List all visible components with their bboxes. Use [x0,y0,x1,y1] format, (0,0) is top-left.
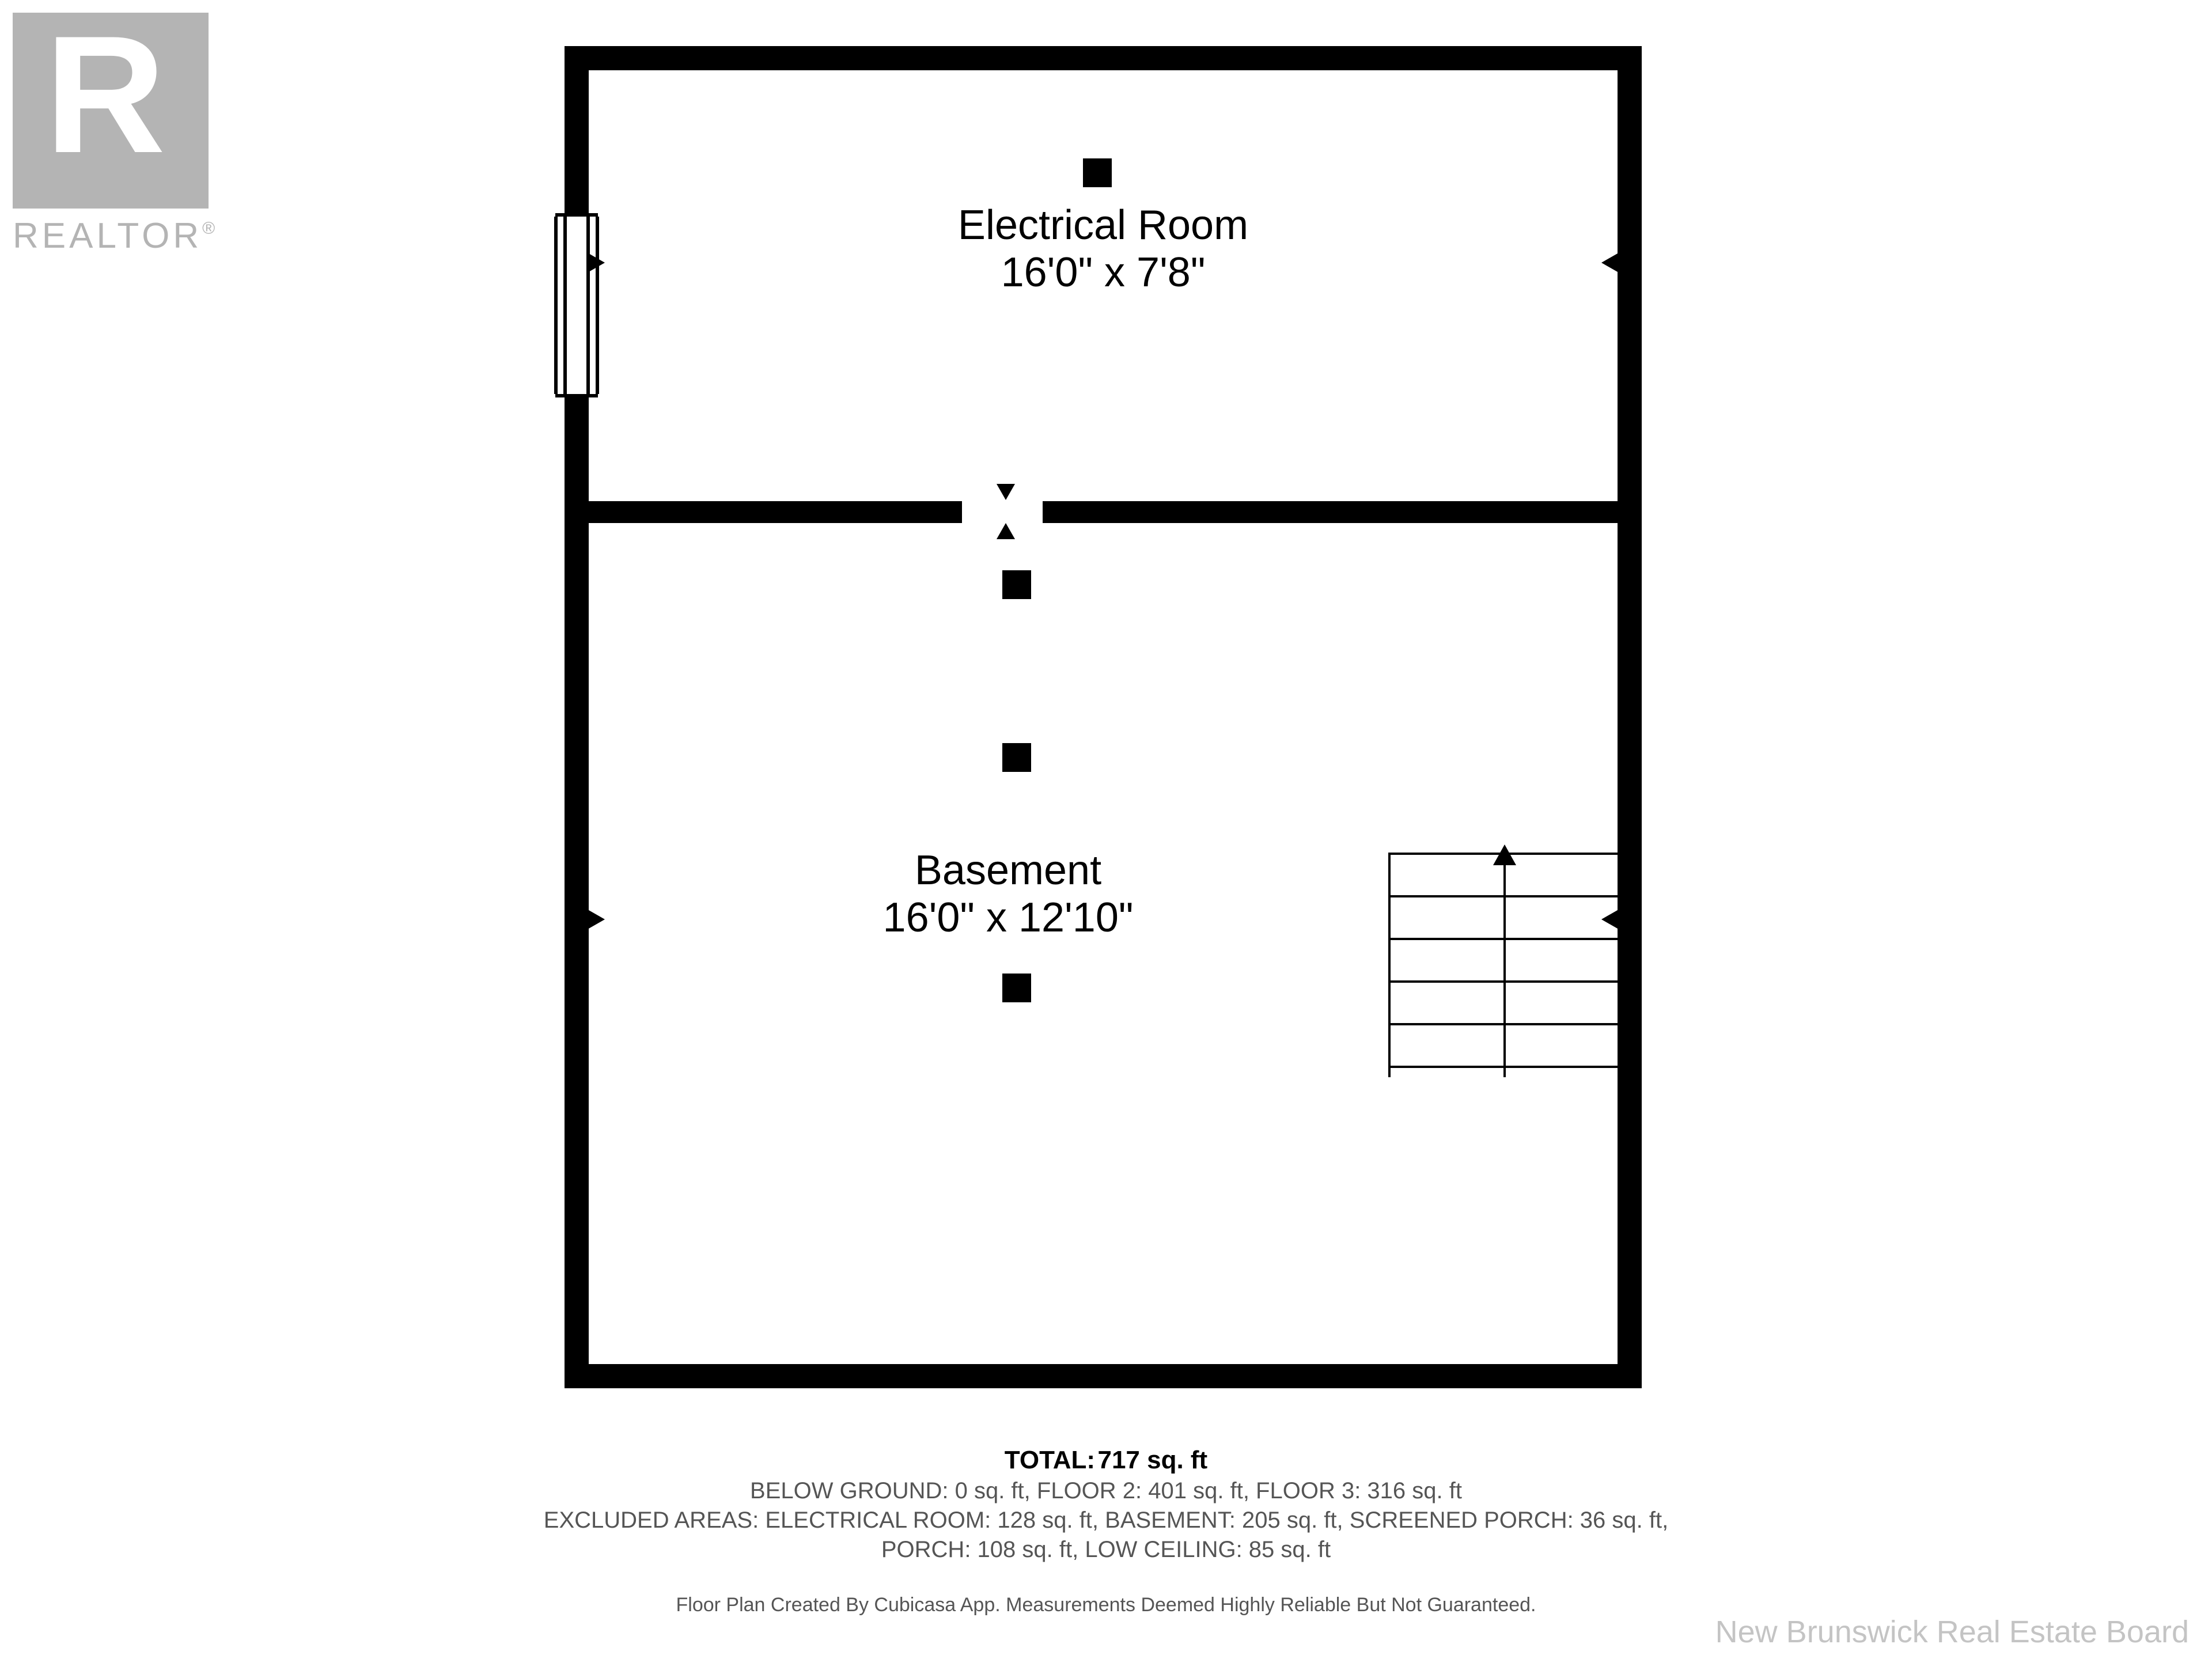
room-label-electrical: Electrical Room16'0" x 7'8" [873,202,1334,296]
total-label: TOTAL: [1005,1446,1095,1474]
dimension-arrow-mid_upper [997,484,1015,500]
room-name-electrical: Electrical Room [873,202,1334,249]
board-name: New Brunswick Real Estate Board [1715,1614,2189,1650]
realtor-reg-mark: ® [202,219,218,238]
room-dim-electrical: 16'0" x 7'8" [873,249,1334,296]
dimension-arrow-right_up2 [1601,253,1618,272]
dimension-arrow-left_up2 [589,253,605,272]
realtor-r-letter: R [45,0,158,191]
room-name-basement: Basement [778,847,1238,894]
realtor-text: REALTOR® [13,215,209,256]
total-value: 717 sq. ft [1097,1446,1207,1474]
stair-direction-arrow [1503,847,1506,1077]
dimension-arrow-mid_lower [997,523,1015,539]
dimension-arrow-left_up [589,910,605,929]
footer-line-3: PORCH: 108 sq. ft, LOW CEILING: 85 sq. f… [0,1537,2212,1563]
realtor-word: REALTOR [13,216,202,256]
realtor-logo-box: R [13,13,209,209]
stairs [1388,853,1618,1077]
window-left [555,213,598,397]
wall-bottom [565,1364,1642,1388]
footer-disclaimer: Floor Plan Created By Cubicasa App. Meas… [0,1594,2212,1616]
dimension-arrow-bottom_outer [997,1371,1015,1387]
column-marker-2 [1002,743,1031,772]
column-marker-0 [1083,158,1112,187]
floor-plan: Electrical Room16'0" x 7'8"Basement16'0"… [565,46,1642,1388]
realtor-logo: R REALTOR® [13,13,209,260]
room-label-basement: Basement16'0" x 12'10" [778,847,1238,941]
wall-right [1618,46,1642,1388]
dimension-arrow-right_up [1601,910,1618,929]
column-marker-3 [1002,974,1031,1002]
wall-inner-right [1043,501,1618,523]
room-dim-basement: 16'0" x 12'10" [778,894,1238,941]
footer-total-row: TOTAL: 717 sq. ft [0,1446,2212,1475]
dimension-arrow-top_outer [1094,47,1113,63]
column-marker-1 [1002,570,1031,599]
footer-line-1: BELOW GROUND: 0 sq. ft, FLOOR 2: 401 sq.… [0,1478,2212,1504]
floorplan-footer: TOTAL: 717 sq. ft BELOW GROUND: 0 sq. ft… [0,1446,2212,1616]
wall-inner-left [589,501,962,523]
footer-line-2: EXCLUDED AREAS: ELECTRICAL ROOM: 128 sq.… [0,1508,2212,1533]
